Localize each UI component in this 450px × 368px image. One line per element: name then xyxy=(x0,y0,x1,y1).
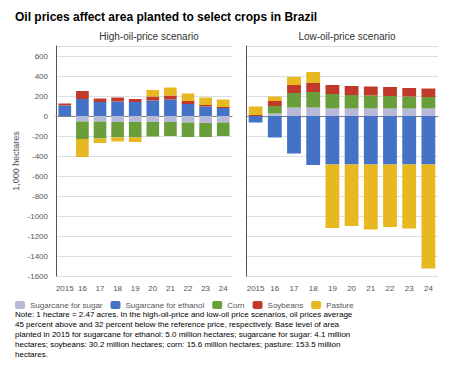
svg-text:2015: 2015 xyxy=(247,284,265,293)
svg-text:22: 22 xyxy=(184,284,193,293)
svg-text:19: 19 xyxy=(328,284,337,293)
svg-text:Sugarcane for ethanol: Sugarcane for ethanol xyxy=(125,301,204,310)
svg-text:17: 17 xyxy=(290,284,299,293)
svg-text:16: 16 xyxy=(78,284,87,293)
svg-text:400: 400 xyxy=(35,72,49,81)
svg-text:17: 17 xyxy=(96,284,105,293)
svg-text:Sugarcane for sugar: Sugarcane for sugar xyxy=(30,301,103,310)
svg-text:Pasture: Pasture xyxy=(326,301,354,310)
svg-text:23: 23 xyxy=(201,284,210,293)
svg-text:Soybeans: Soybeans xyxy=(268,301,304,310)
svg-text:-1400: -1400 xyxy=(28,252,49,261)
svg-text:18: 18 xyxy=(309,284,318,293)
svg-text:-1000: -1000 xyxy=(28,212,49,221)
svg-text:-400: -400 xyxy=(32,152,49,161)
svg-text:24: 24 xyxy=(424,284,433,293)
svg-text:45 percent above and 32 percen: 45 percent above and 32 percent below th… xyxy=(15,320,340,329)
svg-text:19: 19 xyxy=(131,284,140,293)
svg-text:Corn: Corn xyxy=(227,301,244,310)
svg-text:-200: -200 xyxy=(32,132,49,141)
svg-text:22: 22 xyxy=(386,284,395,293)
svg-text:1,000 hectares: 1,000 hectares xyxy=(11,131,21,191)
svg-text:hectares; soybeans: 30.2 milli: hectares; soybeans: 30.2 million hectare… xyxy=(15,340,341,349)
svg-text:18: 18 xyxy=(113,284,122,293)
svg-text:21: 21 xyxy=(366,284,375,293)
svg-text:16: 16 xyxy=(270,284,279,293)
svg-text:Oil prices affect area planted: Oil prices affect area planted to select… xyxy=(15,10,317,24)
svg-text:planted in 2015 for sugarcane: planted in 2015 for sugarcane for ethano… xyxy=(15,330,350,339)
svg-text:-1200: -1200 xyxy=(28,232,49,241)
svg-text:20: 20 xyxy=(148,284,157,293)
svg-text:hectares.: hectares. xyxy=(15,350,48,359)
svg-text:-800: -800 xyxy=(32,192,49,201)
svg-text:Note: 1 hectare = 2.47 acres.: Note: 1 hectare = 2.47 acres. In the hig… xyxy=(15,310,353,319)
svg-text:-1600: -1600 xyxy=(28,272,49,281)
svg-text:21: 21 xyxy=(166,284,175,293)
svg-text:2015: 2015 xyxy=(56,284,74,293)
svg-text:High-oil-price scenario: High-oil-price scenario xyxy=(99,31,199,42)
svg-text:20: 20 xyxy=(347,284,356,293)
svg-text:-600: -600 xyxy=(32,172,49,181)
svg-text:Low-oil-price scenario: Low-oil-price scenario xyxy=(298,31,396,42)
svg-text:24: 24 xyxy=(219,284,228,293)
svg-text:23: 23 xyxy=(405,284,414,293)
svg-text:200: 200 xyxy=(35,92,49,101)
svg-text:0: 0 xyxy=(44,112,49,121)
svg-text:600: 600 xyxy=(35,52,49,61)
